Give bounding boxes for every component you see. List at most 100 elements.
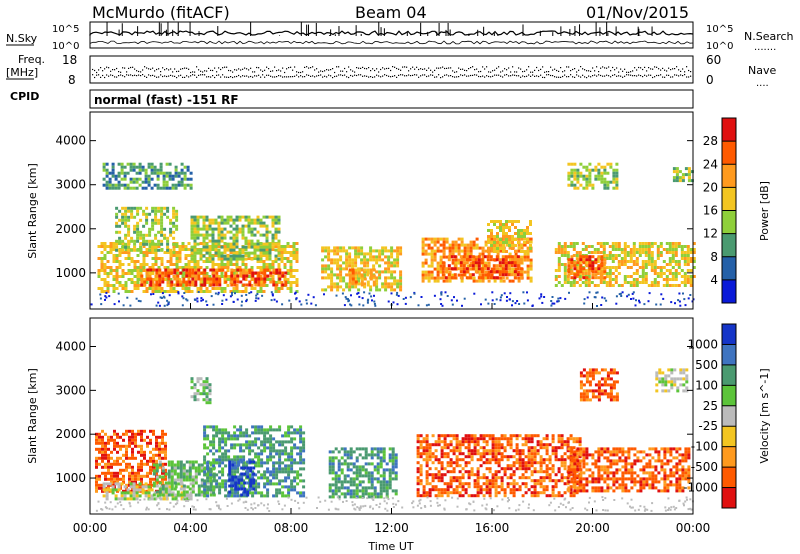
echo-cell: [239, 446, 243, 450]
nave-point: [352, 70, 354, 72]
echo-cell: [594, 174, 598, 178]
echo-cell: [186, 485, 190, 489]
echo-cell: [113, 462, 116, 466]
freq-point: [604, 75, 606, 77]
echo-cell: [224, 482, 228, 486]
echo-cell: [278, 277, 282, 281]
echo-cell: [451, 240, 455, 244]
echo-cell: [212, 446, 216, 450]
echo-cell: [597, 168, 601, 172]
nave-point: [154, 70, 156, 72]
echo-cell: [656, 284, 660, 287]
echo-cell: [281, 271, 285, 275]
echo-cell: [269, 443, 273, 447]
echo-cell: [433, 252, 437, 256]
echo-cell: [620, 284, 624, 287]
echo-cell: [516, 264, 520, 268]
echo-cell: [215, 458, 219, 462]
echo-cell: [523, 235, 526, 238]
echo-cell: [550, 300, 553, 302]
nave-point: [690, 71, 692, 73]
echo-cell: [430, 276, 434, 280]
echo-cell: [164, 432, 167, 436]
echo-cell: [600, 180, 604, 184]
freq-point: [178, 75, 180, 77]
echo-cell: [289, 284, 293, 287]
echo-cell: [579, 258, 583, 262]
echo-cell: [611, 248, 615, 251]
echo-cell: [98, 474, 101, 478]
echo-cell: [145, 290, 149, 293]
echo-cell: [233, 425, 237, 429]
echo-cell: [128, 462, 131, 466]
echo-cell: [436, 240, 440, 244]
echo-cell: [687, 297, 690, 300]
echo-cell: [292, 281, 296, 284]
echo-cell: [674, 269, 678, 272]
nave-point: [508, 67, 510, 69]
echo-cell: [126, 171, 130, 175]
echo-cell: [647, 242, 651, 245]
colorbar-segment: [722, 233, 736, 258]
nave-point: [400, 69, 402, 71]
echo-cell: [129, 180, 133, 184]
freq-point: [566, 76, 568, 78]
echo-cell: [584, 284, 588, 287]
echo-cell: [384, 270, 388, 274]
echo-cell: [462, 261, 466, 265]
echo-cell: [162, 497, 166, 501]
echo-cell: [247, 242, 251, 245]
echo-cell: [602, 242, 606, 245]
echo-cell: [173, 268, 177, 272]
echo-cell: [508, 220, 511, 223]
echo-cell: [105, 491, 109, 495]
echo-cell: [526, 264, 530, 268]
freq-point: [670, 76, 672, 78]
echo-cell: [185, 490, 189, 494]
echo-cell: [627, 293, 630, 296]
freq-point: [512, 74, 514, 76]
echo-cell: [514, 302, 517, 305]
echo-cell: [170, 487, 174, 491]
echo-cell: [454, 246, 458, 250]
echo-cell: [342, 288, 346, 292]
echo-cell: [119, 477, 122, 481]
echo-cell: [146, 274, 150, 278]
echo-cell: [351, 274, 355, 278]
echo-cell: [167, 271, 171, 275]
echo-cell: [490, 237, 494, 241]
echo-cell: [424, 249, 428, 253]
echo-cell: [199, 281, 203, 284]
echo-cell: [487, 279, 491, 283]
nave-point: [558, 70, 560, 72]
echo-cell: [95, 486, 98, 490]
echo-cell: [175, 209, 179, 213]
echo-cell: [421, 246, 425, 250]
echo-cell: [266, 431, 270, 435]
echo-cell: [490, 273, 494, 277]
echo-cell: [248, 458, 252, 462]
echo-cell: [212, 458, 216, 462]
echo-cell: [141, 180, 145, 184]
freq-point: [508, 75, 510, 77]
echo-cell: [194, 271, 198, 275]
echo-cell: [212, 440, 216, 444]
echo-cell: [256, 242, 260, 246]
echo-cell: [210, 295, 213, 298]
echo-cell: [675, 170, 679, 174]
echo-cell: [245, 283, 249, 287]
echo-cell: [357, 246, 361, 250]
freq-point: [620, 75, 622, 77]
echo-cell: [214, 251, 218, 255]
echo-cell: [295, 278, 299, 281]
nave-point: [436, 67, 438, 69]
echo-cell: [600, 165, 604, 169]
echo-cell: [425, 304, 428, 307]
echo-cell: [257, 425, 261, 429]
echo-cell: [226, 248, 230, 252]
echo-cell: [436, 276, 440, 280]
echo-cell: [177, 180, 181, 184]
echo-cell: [172, 230, 176, 234]
echo-cell: [223, 251, 227, 254]
